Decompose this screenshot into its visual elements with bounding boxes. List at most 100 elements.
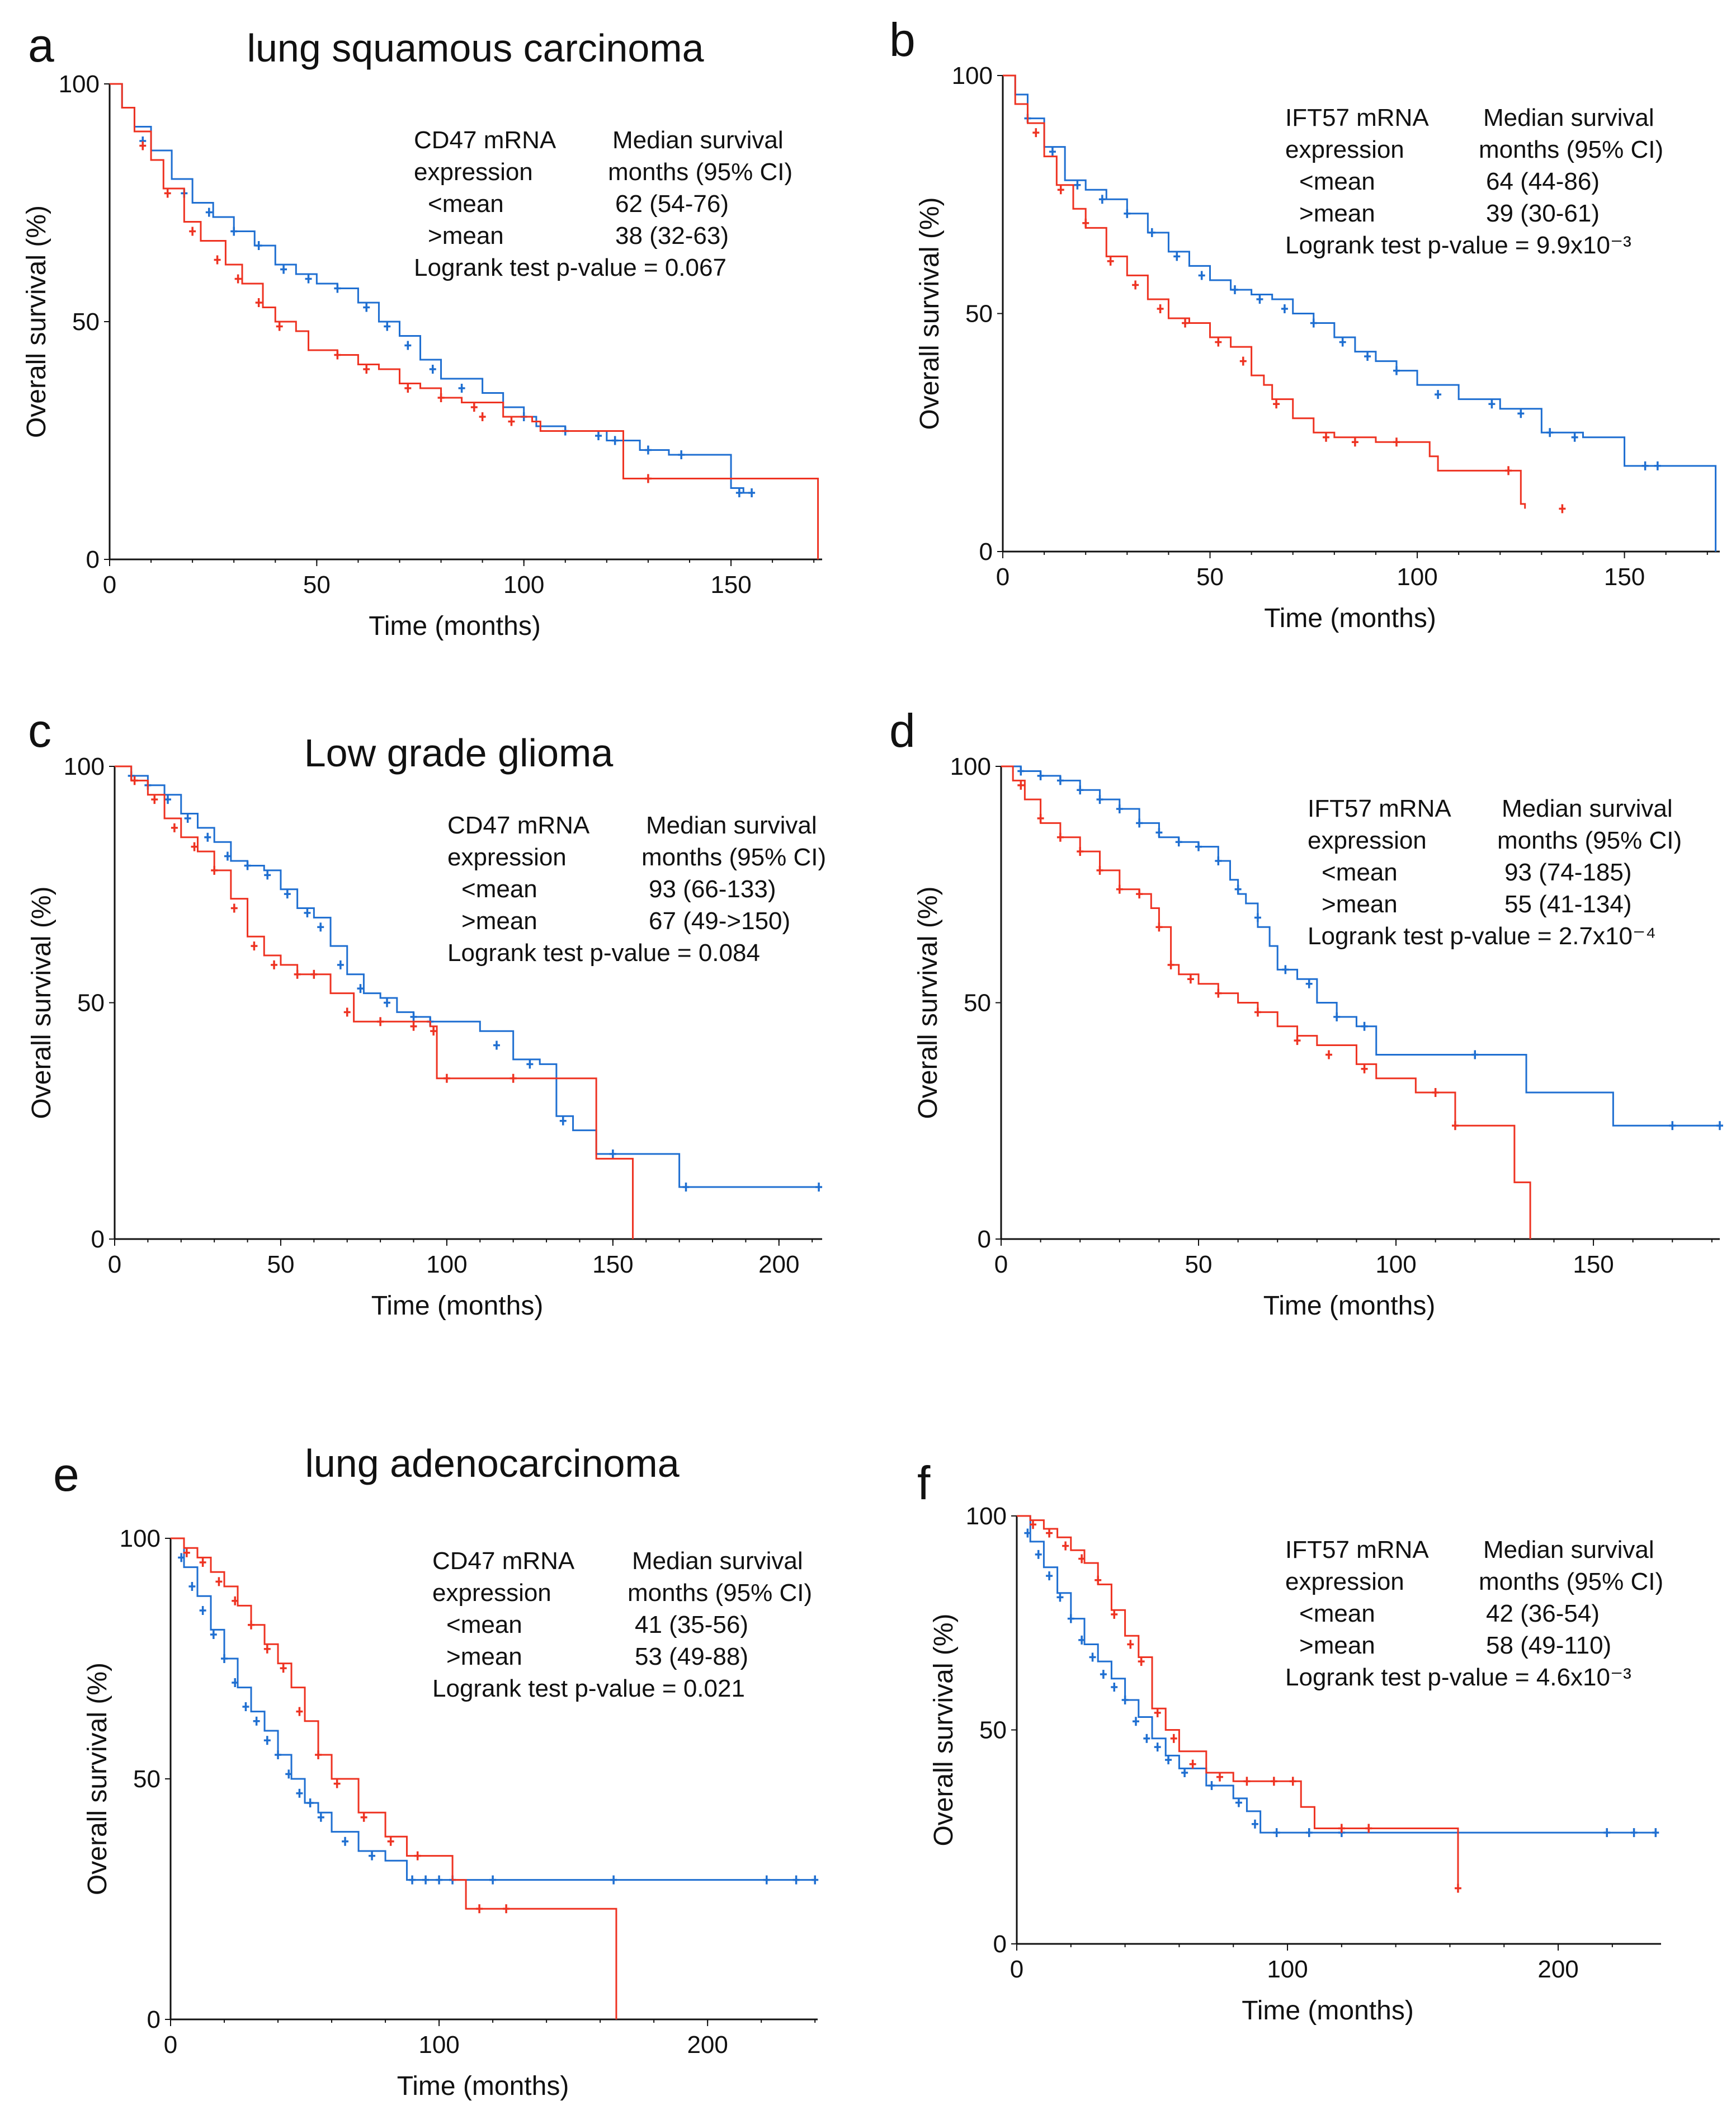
legend-col-header-2-d: months (95% CI): [1497, 827, 1682, 854]
legend-pvalue-e: Logrank test p-value = 0.021: [432, 1675, 745, 1702]
legend-col-header-2-c: months (95% CI): [641, 844, 826, 871]
x-tick-label-b: 50: [1196, 563, 1224, 591]
x-tick-label-f: 200: [1537, 1956, 1578, 1983]
x-tick-label-d: 150: [1573, 1251, 1614, 1278]
legend-header-1-d: IFT57 mRNA: [1308, 795, 1451, 822]
legend-pvalue-b: Logrank test p-value = 9.9x10⁻³: [1285, 232, 1631, 259]
legend-low-label-a: <mean: [428, 190, 504, 218]
legend-header-1-e: CD47 mRNA: [432, 1547, 575, 1575]
legend-col-header-1-b: Median survival: [1483, 104, 1654, 131]
legend-low-label-f: <mean: [1299, 1600, 1375, 1627]
x-axis-title-c: Time (months): [371, 1291, 544, 1321]
y-axis-title-b: Overall survival (%): [915, 197, 945, 430]
panel-title-c: Low grade glioma: [304, 731, 614, 775]
y-axis-title-f: Overall survival (%): [929, 1613, 959, 1846]
y-axis-title-d: Overall survival (%): [913, 886, 943, 1119]
y-tick-label-a: 100: [59, 70, 100, 98]
legend-low-label-b: <mean: [1299, 168, 1375, 195]
x-tick-label-d: 100: [1375, 1251, 1416, 1278]
legend-col-header-1-a: Median survival: [612, 126, 784, 154]
y-tick-label-d: 0: [978, 1226, 991, 1253]
legend-low-label-d: <mean: [1322, 859, 1398, 886]
survival-curve-b-low: [1003, 74, 1717, 552]
survival-curve-d-high: [1001, 765, 1531, 1239]
x-tick-label-a: 50: [303, 571, 331, 599]
legend-header-2-e: expression: [432, 1579, 551, 1607]
legend-col-header-2-b: months (95% CI): [1479, 136, 1663, 163]
legend-header-1-a: CD47 mRNA: [414, 126, 556, 154]
x-axis-title-e: Time (months): [397, 2071, 569, 2101]
legend-header-2-c: expression: [447, 844, 567, 871]
x-tick-label-c: 100: [426, 1251, 467, 1278]
legend-header-2-a: expression: [414, 158, 533, 186]
legend-high-label-e: >mean: [446, 1643, 522, 1670]
x-tick-label-b: 0: [996, 563, 1009, 591]
x-tick-label-f: 0: [1010, 1956, 1023, 1983]
x-tick-label-d: 50: [1185, 1251, 1213, 1278]
panel-letter-d: d: [889, 704, 916, 757]
legend-low-label-c: <mean: [461, 875, 537, 903]
x-tick-label-e: 200: [687, 2031, 728, 2059]
legend-header-1-c: CD47 mRNA: [447, 812, 590, 839]
legend-low-value-f: 42 (36-54): [1486, 1600, 1600, 1627]
y-tick-label-e: 0: [147, 2006, 161, 2033]
x-tick-label-d: 0: [994, 1251, 1008, 1278]
legend-pvalue-f: Logrank test p-value = 4.6x10⁻³: [1285, 1664, 1631, 1691]
legend-high-label-d: >mean: [1322, 891, 1398, 918]
legend-high-label-f: >mean: [1299, 1632, 1375, 1659]
legend-high-label-a: >mean: [428, 222, 504, 249]
survival-curve-e-high: [171, 1537, 617, 2019]
panel-letter-b: b: [889, 13, 916, 66]
legend-col-header-1-d: Median survival: [1502, 795, 1673, 822]
survival-curve-b-high: [1003, 74, 1526, 509]
y-tick-label-a: 0: [86, 546, 100, 573]
legend-low-value-a: 62 (54-76): [615, 190, 729, 218]
x-tick-label-b: 100: [1397, 563, 1437, 591]
y-tick-label-c: 50: [77, 990, 105, 1017]
x-axis-title-a: Time (months): [369, 611, 541, 641]
x-tick-label-a: 150: [710, 571, 751, 599]
panel-letter-f: f: [917, 1457, 931, 1509]
y-tick-label-b: 100: [952, 62, 993, 90]
legend-header-2-f: expression: [1285, 1568, 1404, 1595]
legend-header-1-b: IFT57 mRNA: [1285, 104, 1429, 131]
x-tick-label-b: 150: [1604, 563, 1645, 591]
legend-col-header-1-f: Median survival: [1483, 1536, 1654, 1563]
y-tick-label-a: 50: [72, 308, 100, 336]
panel-title-a: lung squamous carcinoma: [247, 26, 704, 70]
legend-col-header-2-f: months (95% CI): [1479, 1568, 1663, 1595]
legend-high-value-e: 53 (49-88): [635, 1643, 748, 1670]
y-tick-label-e: 100: [120, 1525, 161, 1552]
legend-col-header-1-c: Median survival: [646, 812, 817, 839]
x-tick-label-a: 100: [503, 571, 544, 599]
legend-high-value-a: 38 (32-63): [615, 222, 729, 249]
x-tick-label-e: 0: [164, 2031, 177, 2059]
x-tick-label-c: 150: [592, 1251, 633, 1278]
x-axis-title-b: Time (months): [1264, 604, 1436, 633]
x-tick-label-c: 50: [267, 1251, 294, 1278]
x-tick-label-f: 100: [1267, 1956, 1308, 1983]
y-tick-label-b: 50: [965, 300, 993, 328]
y-axis-title-e: Overall survival (%): [83, 1663, 112, 1895]
survival-curve-a-low: [110, 83, 752, 494]
y-axis-title-a: Overall survival (%): [22, 205, 51, 438]
panel-letter-c: c: [28, 704, 51, 757]
survival-curve-d-low: [1001, 765, 1720, 1127]
legend-header-1-f: IFT57 mRNA: [1285, 1536, 1429, 1563]
legend-low-value-d: 93 (74-185): [1504, 859, 1631, 886]
survival-curve-f-high: [1017, 1515, 1461, 1890]
legend-low-value-e: 41 (35-56): [635, 1611, 748, 1638]
legend-high-label-c: >mean: [461, 907, 537, 935]
x-tick-label-c: 200: [758, 1251, 799, 1278]
y-tick-label-f: 50: [979, 1717, 1007, 1744]
legend-high-value-c: 67 (49->150): [649, 907, 790, 935]
y-tick-label-f: 0: [993, 1930, 1007, 1958]
y-tick-label-c: 0: [91, 1226, 105, 1253]
legend-low-value-c: 93 (66-133): [649, 875, 776, 903]
y-tick-label-d: 100: [950, 753, 991, 780]
y-tick-label-c: 100: [64, 753, 105, 780]
survival-curve-a-high: [110, 83, 819, 559]
y-tick-label-b: 0: [979, 538, 993, 566]
y-tick-label-e: 50: [133, 1765, 161, 1793]
